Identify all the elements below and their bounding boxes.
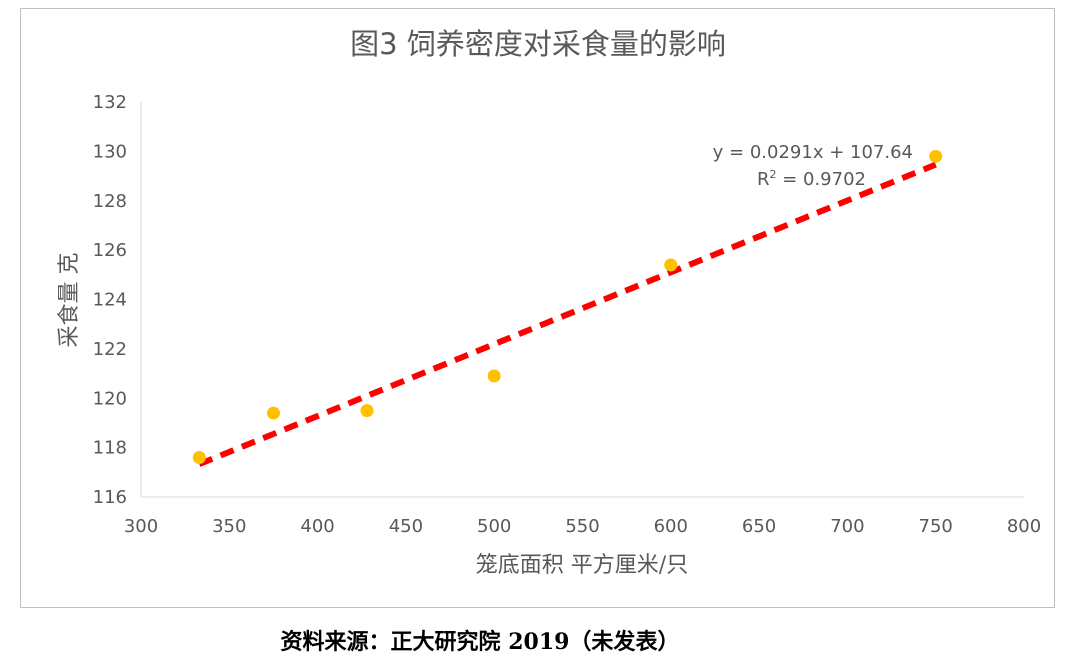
y-tick-label: 124 [93,290,127,311]
chart-frame [20,8,1055,608]
r2-superscript: 2 [769,168,776,181]
y-tick-label: 126 [93,240,127,261]
x-tick-label: 600 [654,516,688,537]
x-tick-label: 550 [565,516,599,537]
y-tick-labels: 116 118 120 122 124 126 128 130 132 [93,92,127,508]
x-tick-label: 400 [300,516,334,537]
data-point [266,406,280,420]
y-tick-label: 122 [93,339,127,360]
data-points [192,149,943,464]
scatter-chart: 图3 饲养密度对采食量的影响 1161181201221241261281301… [57,27,1041,578]
x-tick-label: 650 [742,516,776,537]
source-note: 资料来源：正大研究院 2019（未发表） [280,629,680,655]
data-point [664,258,678,272]
x-tick-label: 450 [389,516,423,537]
trendline [198,161,937,467]
x-tick-label: 300 [124,516,158,537]
x-tick-label: 700 [830,516,864,537]
x-tick-labels: 300 350 400 450 500 550 600 650 700 750 800 [124,516,1041,537]
r2-suffix: = 0.9702 [776,169,866,190]
y-tick-label: 130 [93,141,127,162]
x-tick-label: 750 [919,516,953,537]
y-tick-label: 118 [93,438,127,459]
y-tick-label: 132 [93,92,127,113]
data-point [192,451,206,464]
x-tick-label: 500 [477,516,511,537]
y-tick-label: 116 [93,487,127,508]
chart-title: 图3 饲养密度对采食量的影响 [350,27,726,61]
x-axis-title: 笼底面积 平方厘米/只 [476,553,688,578]
trendline-equation: y = 0.0291x + 107.64 [713,142,913,163]
y-tick-label: 128 [93,191,127,212]
data-point [929,149,943,163]
y-tick-label: 120 [93,388,127,409]
trendline-r2: R2 = 0.9702 [757,168,866,190]
x-tick-label: 800 [1007,516,1041,537]
data-point [487,369,501,383]
y-axis-title: 采食量 克 [57,253,82,348]
x-tick-label: 350 [212,516,246,537]
data-point [360,404,374,418]
r2-prefix: R [757,169,770,190]
